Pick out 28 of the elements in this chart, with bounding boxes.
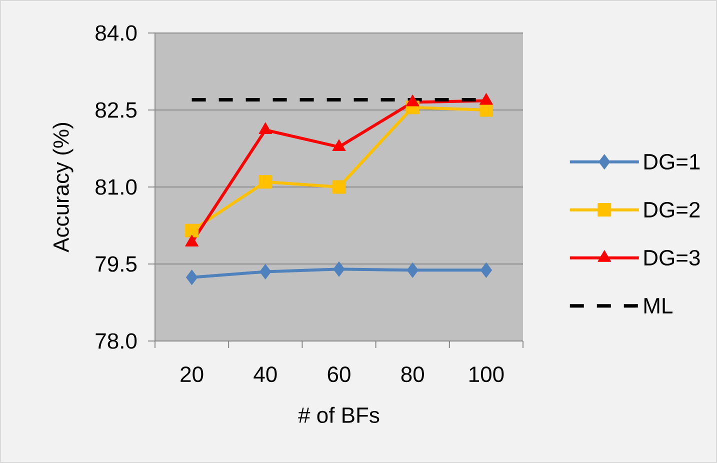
x-tick-label: 80 [401, 366, 424, 382]
point [333, 261, 345, 277]
point [479, 93, 493, 105]
legend-label: ML [644, 298, 672, 314]
x-tick-label: 100 [470, 366, 504, 382]
point [258, 175, 272, 189]
y-tick-label: 81.0 [96, 179, 137, 195]
y-tick-label: 79.5 [96, 256, 137, 272]
point [258, 122, 272, 134]
point [186, 270, 198, 286]
legend-label: DG=2 [644, 202, 700, 218]
point [332, 139, 346, 151]
x-tick-label: 20 [180, 366, 204, 382]
point [406, 94, 420, 106]
y-tick-label: 84.0 [96, 25, 137, 41]
point [406, 262, 418, 278]
point [480, 262, 492, 278]
x-axis-title: # of BFs [298, 406, 380, 423]
y-tick-label: 78.0 [96, 333, 137, 349]
x-tick-label: 60 [328, 366, 350, 382]
point [185, 224, 199, 238]
point [260, 264, 272, 280]
legend-label: DG=3 [644, 250, 700, 266]
x-tick-label: 40 [254, 366, 277, 382]
y-tick-label: 82.5 [96, 102, 137, 118]
y-axis-title: Accuracy (%) [52, 122, 74, 252]
legend-label: DG=1 [644, 154, 700, 170]
point [332, 180, 346, 194]
